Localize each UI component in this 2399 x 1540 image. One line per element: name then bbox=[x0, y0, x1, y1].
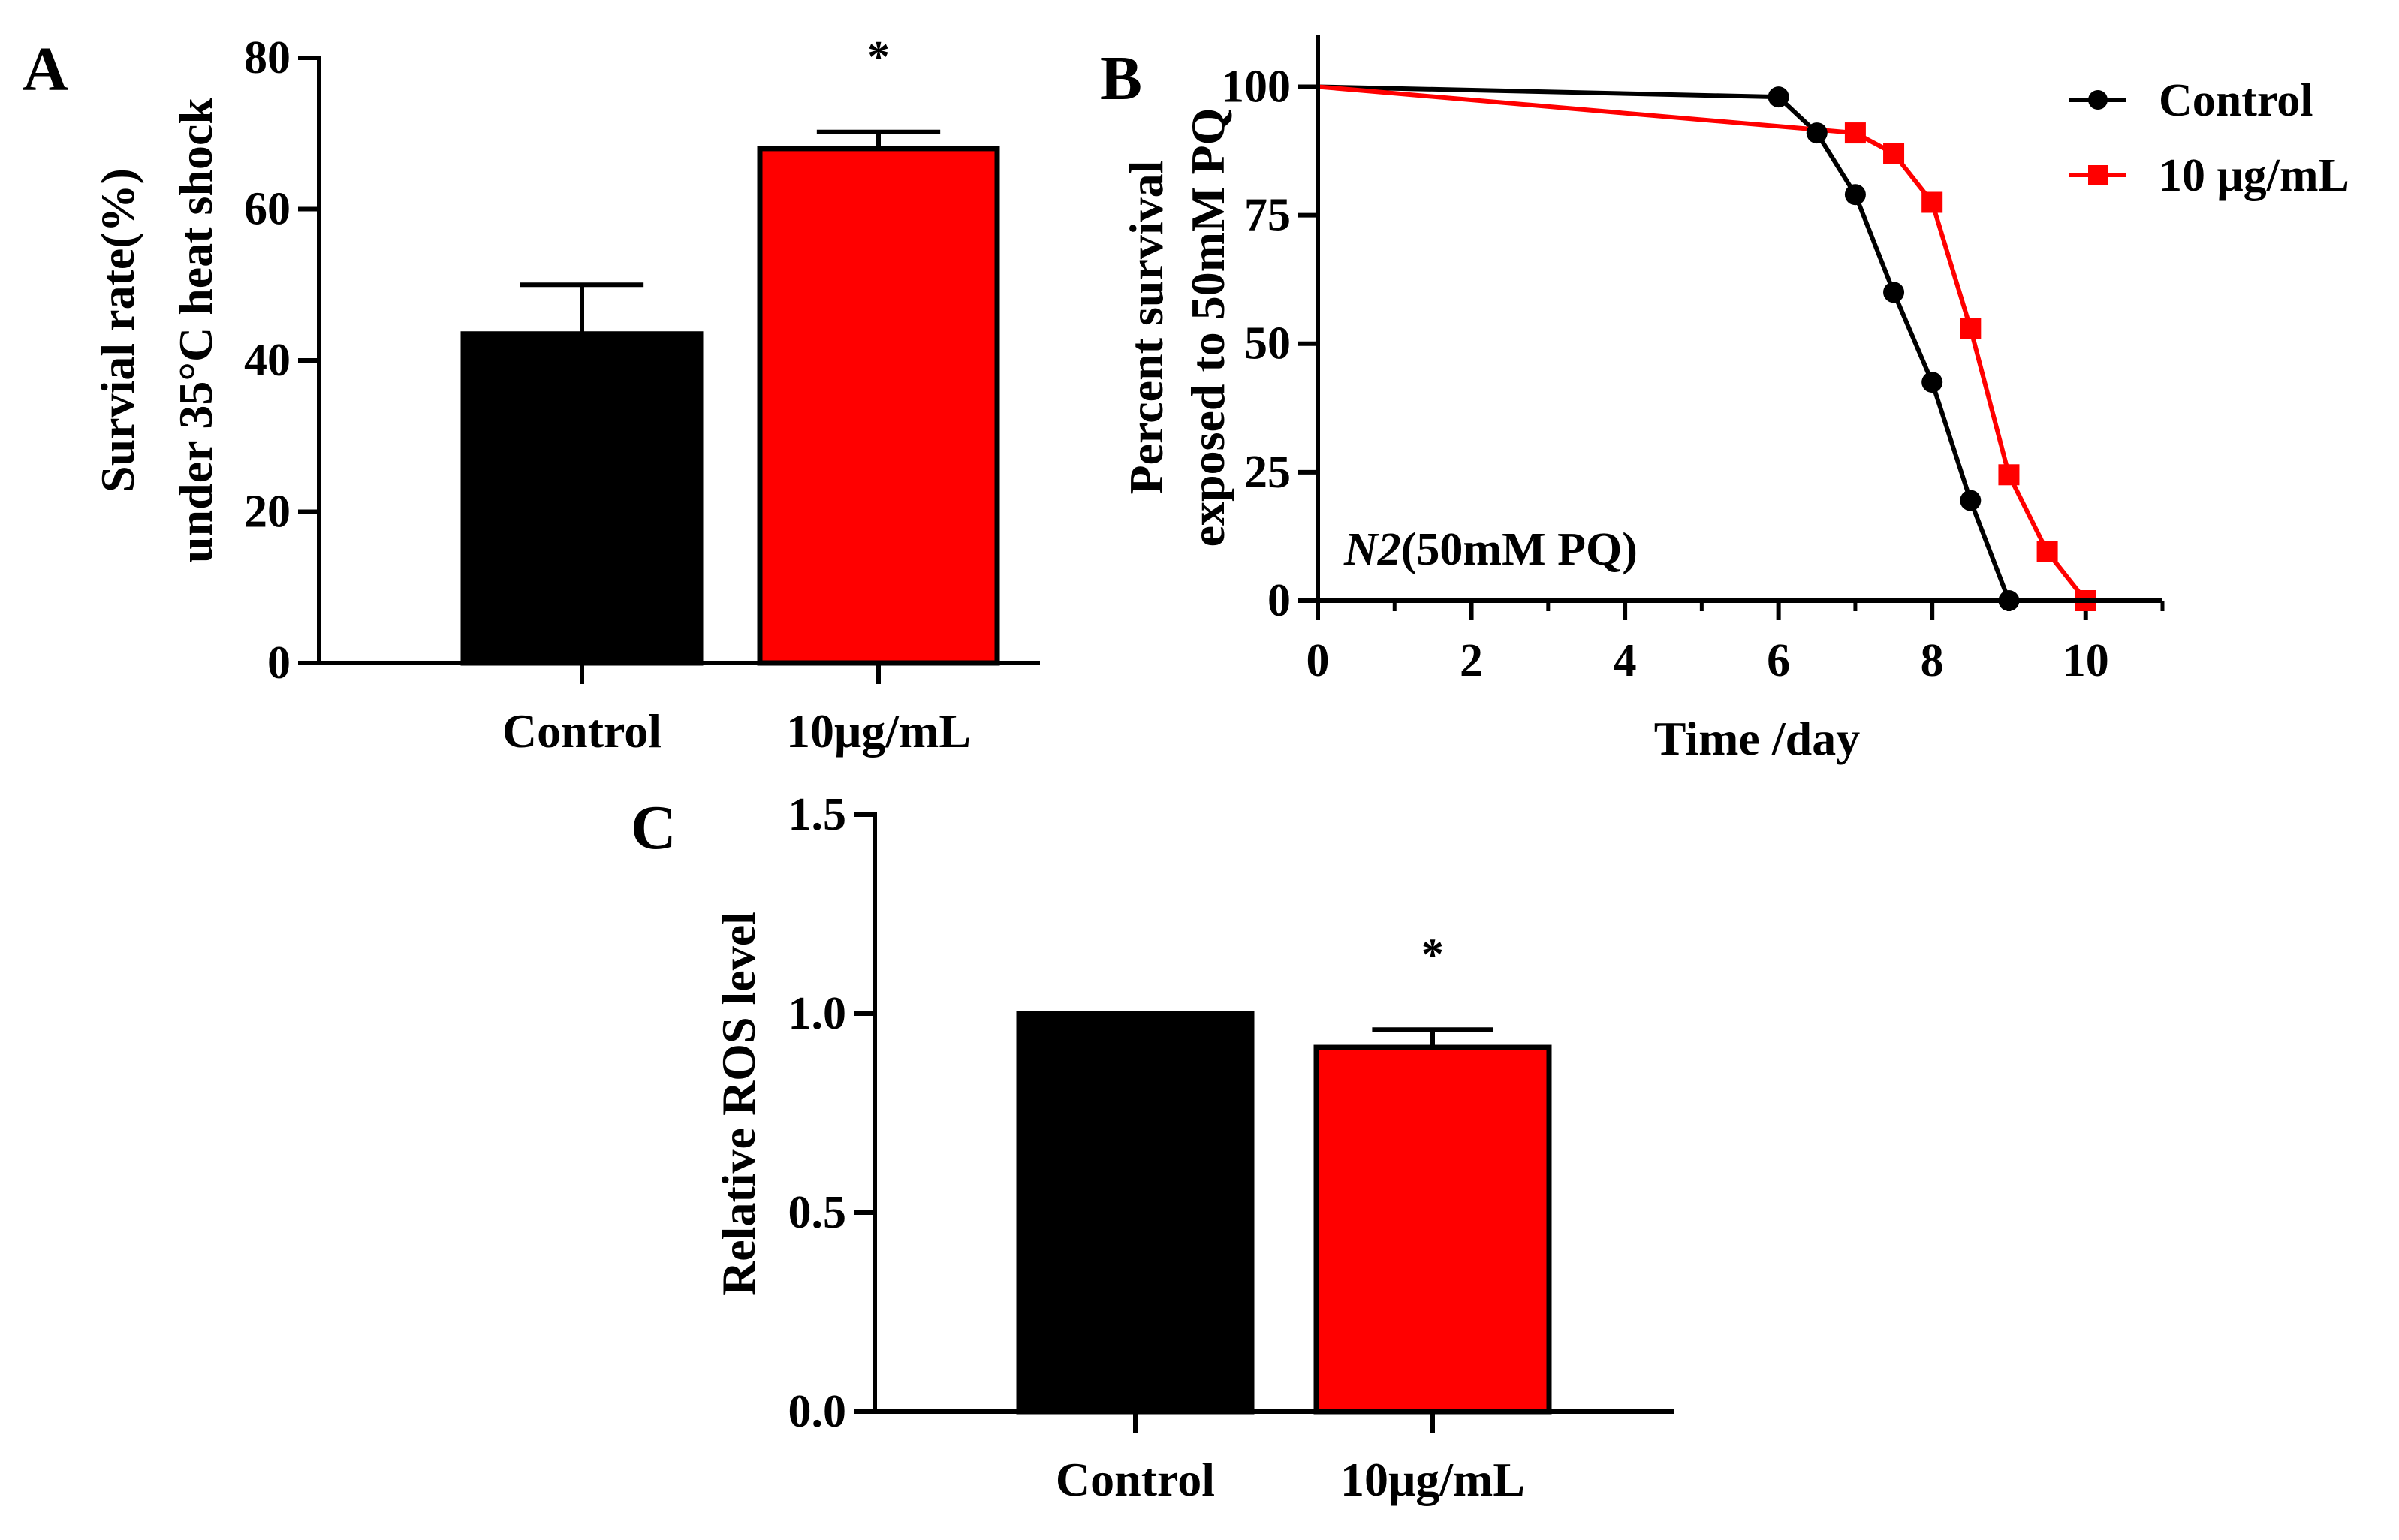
data-point-control bbox=[1883, 282, 1905, 303]
category-label: 10μg/mL bbox=[1340, 1453, 1525, 1506]
x-tick-label: 8 bbox=[1921, 635, 1944, 686]
y-tick-label: 25 bbox=[1244, 447, 1291, 498]
panel-b-y-axis-label: Percent survival exposed to 50mM PQ bbox=[1120, 108, 1234, 547]
data-point-control bbox=[1844, 184, 1866, 206]
legend-marker-treated bbox=[2088, 165, 2108, 185]
panel-b-annotation-condition: (50mM PQ) bbox=[1401, 524, 1638, 575]
y-tick-label: 40 bbox=[244, 335, 291, 386]
panel-a-y-label-line-1: Survial rate(%) bbox=[91, 168, 144, 493]
panel-b: B Percent survival exposed to 50mM PQ 0 2… bbox=[1100, 35, 2349, 765]
bar-treated bbox=[1313, 1044, 1552, 1415]
panel-a: A Survial rate(%) under 35°C heat shock … bbox=[23, 32, 1040, 758]
panel-a-category-labels: Control 10μg/mL bbox=[502, 704, 971, 758]
panel-b-x-axis-label: Time /day bbox=[1654, 712, 1860, 765]
panel-b-y-label-line-1: Percent survival bbox=[1120, 161, 1173, 495]
panel-a-y-ticks: 0 20 40 60 80 bbox=[244, 32, 319, 689]
data-point-control bbox=[1806, 122, 1828, 144]
panel-a-bars: * bbox=[460, 32, 1000, 666]
data-point-treated bbox=[2036, 541, 2058, 562]
legend-label-treated: 10 μg/mL bbox=[2159, 150, 2349, 201]
data-point-control bbox=[1960, 490, 1982, 511]
panel-a-y-label-line-2: under 35°C heat shock bbox=[169, 98, 222, 563]
legend-item-control: Control bbox=[2069, 75, 2313, 126]
panel-c-y-axis-label: Relative ROS level bbox=[712, 912, 765, 1296]
x-tick-label: 4 bbox=[1614, 635, 1637, 686]
panel-b-label: B bbox=[1100, 44, 1142, 113]
legend-label-control: Control bbox=[2159, 75, 2313, 126]
significance-marker: * bbox=[867, 32, 890, 82]
panel-b-y-label-line-2: exposed to 50mM PQ bbox=[1181, 108, 1234, 547]
panel-c-bars: * bbox=[1016, 930, 1552, 1415]
x-tick-label: 10 bbox=[2063, 635, 2109, 686]
data-point-control bbox=[1921, 372, 1943, 393]
y-tick-label: 80 bbox=[244, 32, 291, 83]
y-tick-label: 60 bbox=[244, 184, 291, 235]
panel-b-axes bbox=[1316, 35, 2162, 603]
legend-item-treated: 10 μg/mL bbox=[2069, 150, 2349, 201]
data-point-treated bbox=[1921, 191, 1943, 213]
y-tick-label: 1.5 bbox=[788, 789, 847, 840]
x-tick-label: 0 bbox=[1306, 635, 1330, 686]
panel-a-axes bbox=[317, 56, 1040, 684]
legend-marker-control bbox=[2088, 90, 2108, 110]
y-tick-label: 1.0 bbox=[788, 988, 847, 1039]
panel-c-axes bbox=[873, 812, 1674, 1433]
data-point-control bbox=[1768, 86, 1789, 108]
data-point-treated bbox=[1883, 143, 1905, 164]
y-tick-label: 0 bbox=[267, 637, 291, 689]
category-label: 10μg/mL bbox=[786, 704, 971, 758]
y-tick-label: 75 bbox=[1244, 190, 1291, 241]
panel-b-legend: Control 10 μg/mL bbox=[2069, 75, 2349, 201]
panel-b-annotation-strain: N2 bbox=[1343, 524, 1401, 575]
panel-b-annotation: N2(50mM PQ) bbox=[1343, 524, 1638, 575]
panel-c-category-labels: Control 10μg/mL bbox=[1056, 1453, 1525, 1506]
bar-treated bbox=[757, 146, 1000, 666]
panel-c: C Relative ROS level 0.0 0.5 1.0 1.5 * Cont… bbox=[631, 789, 1674, 1506]
y-tick-label: 0 bbox=[1267, 575, 1291, 626]
bar-control bbox=[460, 331, 704, 666]
data-point-treated bbox=[1960, 318, 1982, 339]
category-label: Control bbox=[1056, 1453, 1215, 1506]
data-point-treated bbox=[1998, 464, 2020, 486]
bar-control bbox=[1016, 1011, 1255, 1415]
panel-a-y-axis-label: Survial rate(%) under 35°C heat shock bbox=[91, 98, 222, 563]
x-tick-label: 2 bbox=[1460, 635, 1483, 686]
panel-c-label: C bbox=[631, 793, 677, 863]
data-point-treated bbox=[1844, 122, 1866, 144]
significance-marker: * bbox=[1421, 930, 1444, 979]
y-tick-label: 100 bbox=[1221, 61, 1291, 112]
panel-a-label: A bbox=[23, 35, 68, 104]
panel-b-series bbox=[1317, 84, 2096, 611]
y-tick-label: 20 bbox=[244, 487, 291, 538]
y-tick-label: 0.0 bbox=[788, 1386, 847, 1437]
panel-c-y-ticks: 0.0 0.5 1.0 1.5 bbox=[788, 789, 875, 1437]
category-label: Control bbox=[502, 704, 662, 758]
y-tick-label: 50 bbox=[1244, 318, 1291, 369]
x-tick-label: 6 bbox=[1767, 635, 1790, 686]
y-tick-label: 0.5 bbox=[788, 1187, 847, 1238]
